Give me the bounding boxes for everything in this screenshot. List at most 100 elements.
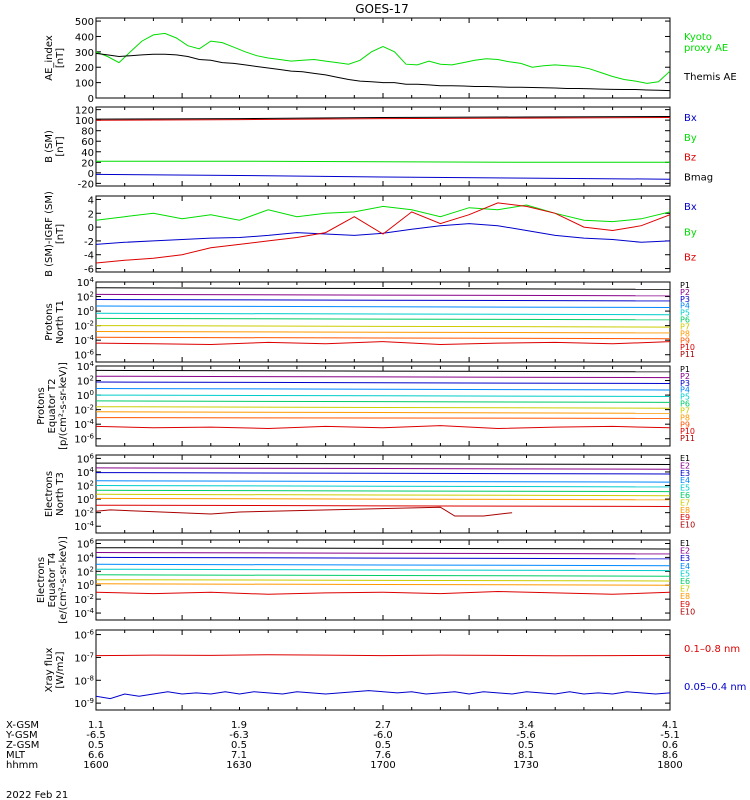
series-e6 bbox=[96, 574, 670, 577]
legend-e10: E10 bbox=[680, 521, 695, 530]
y-tick-label: 0 bbox=[88, 223, 94, 234]
y-axis-label: [nT] bbox=[55, 48, 66, 68]
series-themis-ae bbox=[96, 52, 670, 92]
legend-p7: P7 bbox=[680, 406, 690, 415]
series-bmag bbox=[96, 116, 670, 120]
ephemeris-value: 0.5 bbox=[88, 740, 104, 751]
series-e6 bbox=[96, 489, 670, 493]
series-p9 bbox=[96, 336, 670, 340]
series-by bbox=[96, 160, 670, 163]
series-e9 bbox=[96, 504, 670, 507]
series-e2 bbox=[96, 467, 670, 470]
legend-e5: E5 bbox=[680, 484, 690, 493]
legend-p1: P1 bbox=[680, 365, 690, 374]
series-p8 bbox=[96, 411, 670, 414]
series-p6 bbox=[96, 400, 670, 403]
series-p8 bbox=[96, 331, 670, 334]
y-axis-label: Protons bbox=[36, 387, 47, 424]
series-group bbox=[96, 654, 670, 700]
legend-p9: P9 bbox=[680, 420, 690, 429]
series-p2 bbox=[96, 293, 670, 297]
series-p10 bbox=[96, 425, 670, 430]
y-tick-label: -2 bbox=[84, 237, 94, 248]
y-axis-label: Xray flux bbox=[44, 648, 55, 693]
y-axis-label: B (SM)-IGRF (SM) bbox=[44, 191, 55, 277]
legend-e9: E9 bbox=[680, 513, 690, 522]
series-e8 bbox=[96, 583, 670, 586]
y-tick-label: 400 bbox=[75, 32, 94, 43]
y-tick-label: 10-4 bbox=[74, 520, 94, 533]
legend-e10: E10 bbox=[680, 607, 695, 616]
ephemeris-value: -6.0 bbox=[373, 730, 393, 741]
y-tick-label: 500 bbox=[75, 17, 94, 28]
legend-p2: P2 bbox=[680, 288, 690, 297]
legend-p6: P6 bbox=[680, 400, 690, 409]
ephemeris-table: X-GSMY-GSMZ-GSMMLThhmm1.1-6.50.56.616001… bbox=[5, 720, 683, 771]
series-e3 bbox=[96, 472, 670, 475]
ephemeris-value: 1730 bbox=[513, 760, 538, 771]
y-tick-label: 10-6 bbox=[74, 433, 94, 446]
ephemeris-row-label: hhmm bbox=[6, 760, 38, 771]
ephemeris-value: 0.5 bbox=[231, 740, 247, 751]
series-p4 bbox=[96, 388, 670, 391]
ephemeris-value: 8.6 bbox=[662, 750, 678, 761]
y-axis-label: [e/(cm²-s-sr-keV)] bbox=[58, 536, 69, 624]
legend-e6: E6 bbox=[680, 491, 690, 500]
ephemeris-value: 4.1 bbox=[662, 720, 678, 731]
y-tick-label: 102 bbox=[77, 565, 94, 578]
ephemeris-value: 2.7 bbox=[375, 720, 391, 731]
ephemeris-value: 1630 bbox=[226, 760, 251, 771]
y-tick-label: 10-8 bbox=[74, 674, 94, 687]
y-tick-label: 106 bbox=[77, 537, 95, 550]
y-tick-label: 10-4 bbox=[74, 607, 94, 620]
y-tick-label: 2 bbox=[88, 209, 94, 220]
series-p10 bbox=[96, 341, 670, 346]
legend-e3: E3 bbox=[680, 554, 690, 563]
legend-e7: E7 bbox=[680, 585, 690, 594]
y-tick-label: 0 bbox=[88, 169, 94, 180]
series-p5 bbox=[96, 312, 670, 316]
y-tick-label: 300 bbox=[75, 48, 94, 59]
y-axis-label: [p/(cm²-s-sr-keV)] bbox=[58, 362, 69, 450]
legend-p4: P4 bbox=[680, 302, 690, 311]
y-tick-label: 80 bbox=[81, 127, 94, 138]
series-kyoto-proxy-ae bbox=[96, 32, 670, 84]
ephemeris-value: -5.1 bbox=[660, 730, 680, 741]
legend-by: By bbox=[684, 227, 697, 238]
ephemeris-row-label: X-GSM bbox=[6, 720, 39, 731]
series-group bbox=[96, 369, 670, 430]
ephemeris-value: -6.3 bbox=[229, 730, 249, 741]
series-e9 bbox=[96, 590, 670, 595]
y-tick-label: 100 bbox=[77, 493, 94, 506]
legend-p6: P6 bbox=[680, 316, 690, 325]
legend-p1: P1 bbox=[680, 281, 690, 290]
ephemeris-value: 6.6 bbox=[88, 750, 104, 761]
date-label: 2022 Feb 21 bbox=[6, 790, 68, 800]
y-tick-label: -20 bbox=[78, 179, 94, 190]
legend-e2: E2 bbox=[680, 461, 690, 470]
legend-e1: E1 bbox=[680, 454, 690, 463]
legend-e9: E9 bbox=[680, 600, 690, 609]
y-tick-label: 104 bbox=[77, 466, 95, 479]
ephemeris-value: 3.4 bbox=[518, 720, 534, 731]
series-p7 bbox=[96, 325, 670, 328]
series-bz bbox=[96, 117, 670, 121]
legend-e4: E4 bbox=[680, 562, 690, 571]
y-axis-label: [W/m2] bbox=[55, 651, 66, 688]
y-tick-label: 60 bbox=[81, 137, 94, 148]
y-tick-label: 102 bbox=[77, 291, 94, 304]
y-tick-label: 40 bbox=[81, 148, 94, 159]
legend-p11: P11 bbox=[680, 434, 695, 443]
legend-by: By bbox=[684, 133, 697, 144]
legend-p2: P2 bbox=[680, 372, 690, 381]
series-e2 bbox=[96, 552, 670, 555]
ephemeris-row-label: Z-GSM bbox=[6, 740, 39, 751]
y-axis-label: AE_index bbox=[44, 35, 55, 81]
y-tick-label: 10-2 bbox=[74, 404, 94, 417]
y-tick-label: 100 bbox=[75, 79, 94, 90]
panel-frame bbox=[95, 454, 671, 534]
series-e1 bbox=[96, 547, 670, 550]
ephemeris-value: 1.9 bbox=[231, 720, 247, 731]
